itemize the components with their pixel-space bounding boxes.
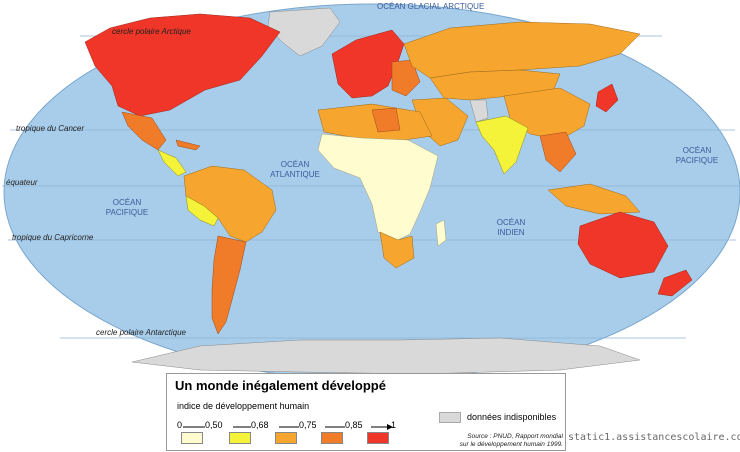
- legend-tick-4: 0,85: [345, 420, 363, 430]
- legend-title: Un monde inégalement développé: [175, 378, 386, 393]
- atlantic-ocean-label: OCÉAN ATLANTIQUE: [270, 160, 320, 180]
- antarctica: [131, 337, 641, 375]
- libya: [371, 107, 401, 133]
- indian-line2: INDIEN: [497, 228, 525, 237]
- legend-tick-1: 0,50: [205, 420, 223, 430]
- legend-swatch-2: [229, 432, 251, 444]
- legend-scale-line: [183, 424, 393, 430]
- pacific-east-line2: PACIFIQUE: [675, 156, 719, 165]
- legend-swatch-5: [367, 432, 389, 444]
- atlantic-line2: ATLANTIQUE: [270, 170, 320, 179]
- pacific-east-label: OCÉAN PACIFIQUE: [672, 146, 722, 166]
- legend-swatch-1: [181, 432, 203, 444]
- pacific-west-line2: PACIFIQUE: [105, 208, 149, 217]
- equator-label: équateur: [6, 178, 38, 187]
- legend-subtitle: indice de développement humain: [177, 401, 310, 411]
- arctic-circle-label: cercle polaire Arctique: [112, 27, 191, 36]
- indonesia: [547, 183, 641, 215]
- central-america: [157, 149, 187, 177]
- indian-ocean-label: OCÉAN INDIEN: [486, 218, 536, 238]
- source-line1: Source : PNUD, Rapport mondial: [467, 433, 563, 440]
- legend-source: Source : PNUD, Rapport mondial sur le dé…: [453, 433, 563, 449]
- north-america-north: [84, 13, 281, 117]
- south-america-andes: [185, 195, 219, 227]
- legend-tick-2: 0,68: [251, 420, 269, 430]
- legend-swatch-3: [275, 432, 297, 444]
- legend-tick-5: 1: [391, 420, 397, 430]
- south-america-south: [211, 235, 247, 335]
- image-credit: static1.assistancescolaire.com: [568, 432, 740, 443]
- arctic-ocean-label: OCÉAN GLACIAL ARCTIQUE: [377, 2, 485, 11]
- sub-saharan-africa: [317, 133, 439, 241]
- southeast-asia: [539, 131, 577, 173]
- russia: [403, 21, 641, 79]
- new-zealand: [657, 269, 693, 297]
- indian-line1: OCÉAN: [496, 218, 526, 227]
- tropic-cancer-label: tropique du Cancer: [16, 124, 85, 133]
- pacific-west-label: OCÉAN PACIFIQUE: [102, 198, 152, 218]
- north-africa: [317, 103, 433, 141]
- tropic-capricorn-label: tropique du Capricorne: [12, 233, 94, 242]
- map-legend: Un monde inégalement développé indice de…: [166, 373, 566, 451]
- legend-tick-0: 0: [177, 420, 183, 430]
- japan: [595, 83, 619, 113]
- pacific-east-line1: OCÉAN: [682, 146, 712, 155]
- legend-swatch-4: [321, 432, 343, 444]
- legend-tick-3: 0,75: [299, 420, 317, 430]
- afghanistan-nodata: [469, 99, 489, 123]
- madagascar: [435, 219, 447, 247]
- legend-nodata-swatch: [439, 412, 461, 423]
- pacific-west-line1: OCÉAN: [112, 198, 142, 207]
- source-line2: sur le développement humain 1999.: [459, 441, 563, 448]
- antarctic-circle-label: cercle polaire Antarctique: [96, 328, 186, 337]
- legend-nodata-label: données indisponibles: [467, 412, 557, 422]
- australia: [577, 211, 669, 279]
- caribbean: [175, 139, 201, 151]
- south-asia: [475, 115, 529, 175]
- atlantic-line1: OCÉAN: [280, 160, 310, 169]
- europe-east: [391, 59, 421, 97]
- southern-africa: [379, 231, 415, 269]
